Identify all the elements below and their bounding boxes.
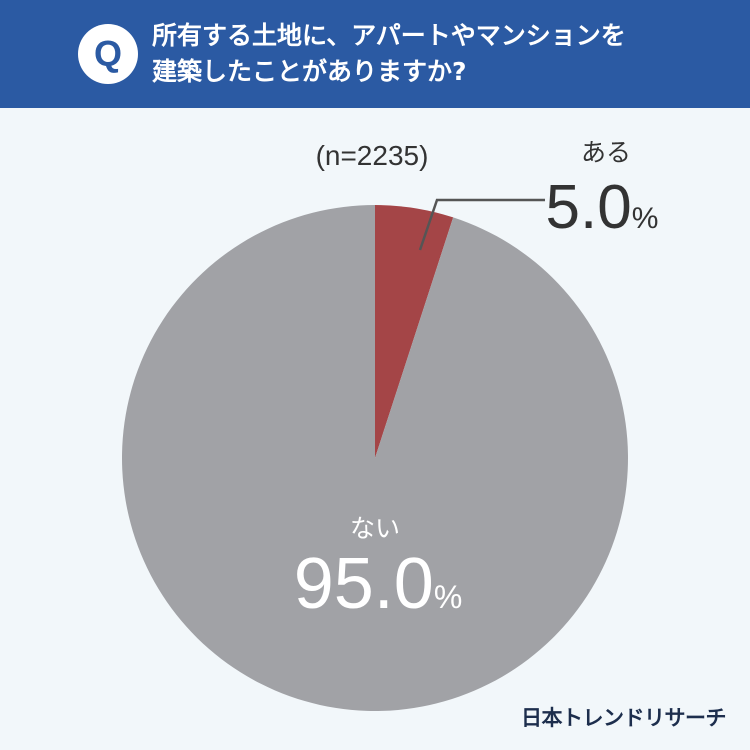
brand-logo: 日本トレンドリサーチ xyxy=(521,706,727,730)
q-badge: Q xyxy=(78,24,138,84)
slice-value-aru-number: 5.0 xyxy=(546,173,632,242)
pie-slices xyxy=(121,205,628,711)
question-line-1: 所有する土地に、アパートやマンションを xyxy=(152,21,626,50)
leader-line xyxy=(418,198,545,251)
slice-label-nai: ない xyxy=(350,514,400,543)
pie-slice-aru xyxy=(375,205,454,458)
slice-value-aru: 5.0% xyxy=(546,173,659,242)
question-line-2: 建築したことがありますか? xyxy=(152,57,467,86)
slice-value-aru-unit: % xyxy=(632,202,659,235)
question-header: Q 所有する土地に、アパートやマンションを 建築したことがありますか? xyxy=(0,0,750,108)
slice-label-aru: ある xyxy=(581,138,631,167)
pie-slice-nai xyxy=(121,205,628,711)
slice-value-nai-unit: % xyxy=(434,579,462,615)
question-title: 所有する土地に、アパートやマンションを 建築したことがありますか? xyxy=(152,18,732,90)
slice-value-nai: 95.0% xyxy=(294,544,463,624)
sample-size-note: (n=2235) xyxy=(316,140,429,171)
slice-value-nai-number: 95.0 xyxy=(294,544,434,624)
